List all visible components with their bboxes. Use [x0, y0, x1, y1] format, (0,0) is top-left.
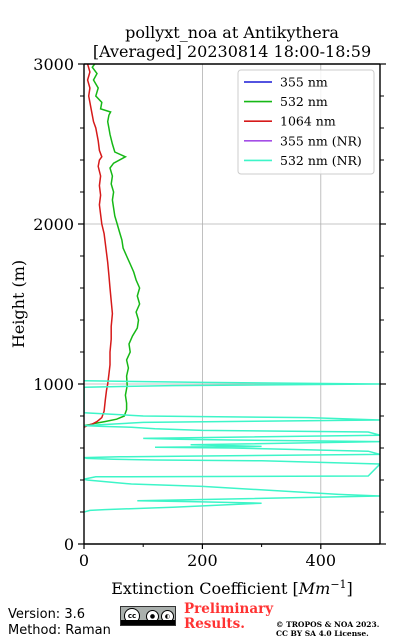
chart-subtitle: [Averaged] 20230814 18:00-18:59 — [93, 42, 371, 61]
y-tick-label: 2000 — [33, 215, 74, 234]
copyright-line2: CC BY SA 4.0 License. — [276, 629, 369, 638]
legend-label: 355 nm — [280, 75, 328, 90]
axis-ticks: 0 200 400 0 1000 2000 3000 — [33, 55, 386, 570]
by-icon: ● — [146, 609, 159, 623]
x-tick-label: 0 — [79, 551, 89, 570]
preliminary-results-note: Preliminary Results. — [184, 602, 273, 632]
y-tick-label: 0 — [64, 535, 74, 554]
preliminary-line1: Preliminary — [184, 601, 274, 617]
y-tick-label: 3000 — [33, 55, 74, 74]
cc-by-sa-icon: cc ● ◐ — [120, 606, 176, 626]
series-layer — [84, 64, 380, 513]
preliminary-line2: Results. — [184, 616, 245, 632]
y-axis-label: Height (m) — [9, 260, 28, 348]
legend-box — [237, 69, 375, 175]
legend: 355 nm 532 nm 1064 nm 355 nm (NR) 532 nm (NR… — [237, 69, 375, 175]
legend-label: 532 nm — [280, 94, 328, 109]
axes-frame — [83, 63, 381, 545]
series-line-532-nm — [84, 64, 141, 427]
legend-label: 355 nm (NR) — [280, 133, 362, 148]
cc-bar — [121, 620, 175, 625]
x-axis-label: Extinction Coefficient [Mm−1] — [111, 578, 353, 598]
x-tick-label: 200 — [187, 551, 218, 570]
copyright-note: © TROPOS & NOA 2023. CC BY SA 4.0 Licens… — [276, 620, 379, 638]
version-text: Version: 3.6 — [8, 607, 85, 622]
x-tick-label: 400 — [306, 551, 337, 570]
series-line-1064-nm — [84, 64, 114, 428]
method-text: Method: Raman — [8, 623, 111, 638]
legend-label: 1064 nm — [280, 114, 336, 129]
copyright-line1: © TROPOS & NOA 2023. — [276, 620, 380, 629]
legend-label: 532 nm (NR) — [280, 153, 362, 168]
y-tick-label: 1000 — [33, 375, 74, 394]
series-line-532-nm-nr- — [84, 380, 380, 513]
chart-title: pollyxt_noa at Antikythera — [125, 23, 339, 42]
